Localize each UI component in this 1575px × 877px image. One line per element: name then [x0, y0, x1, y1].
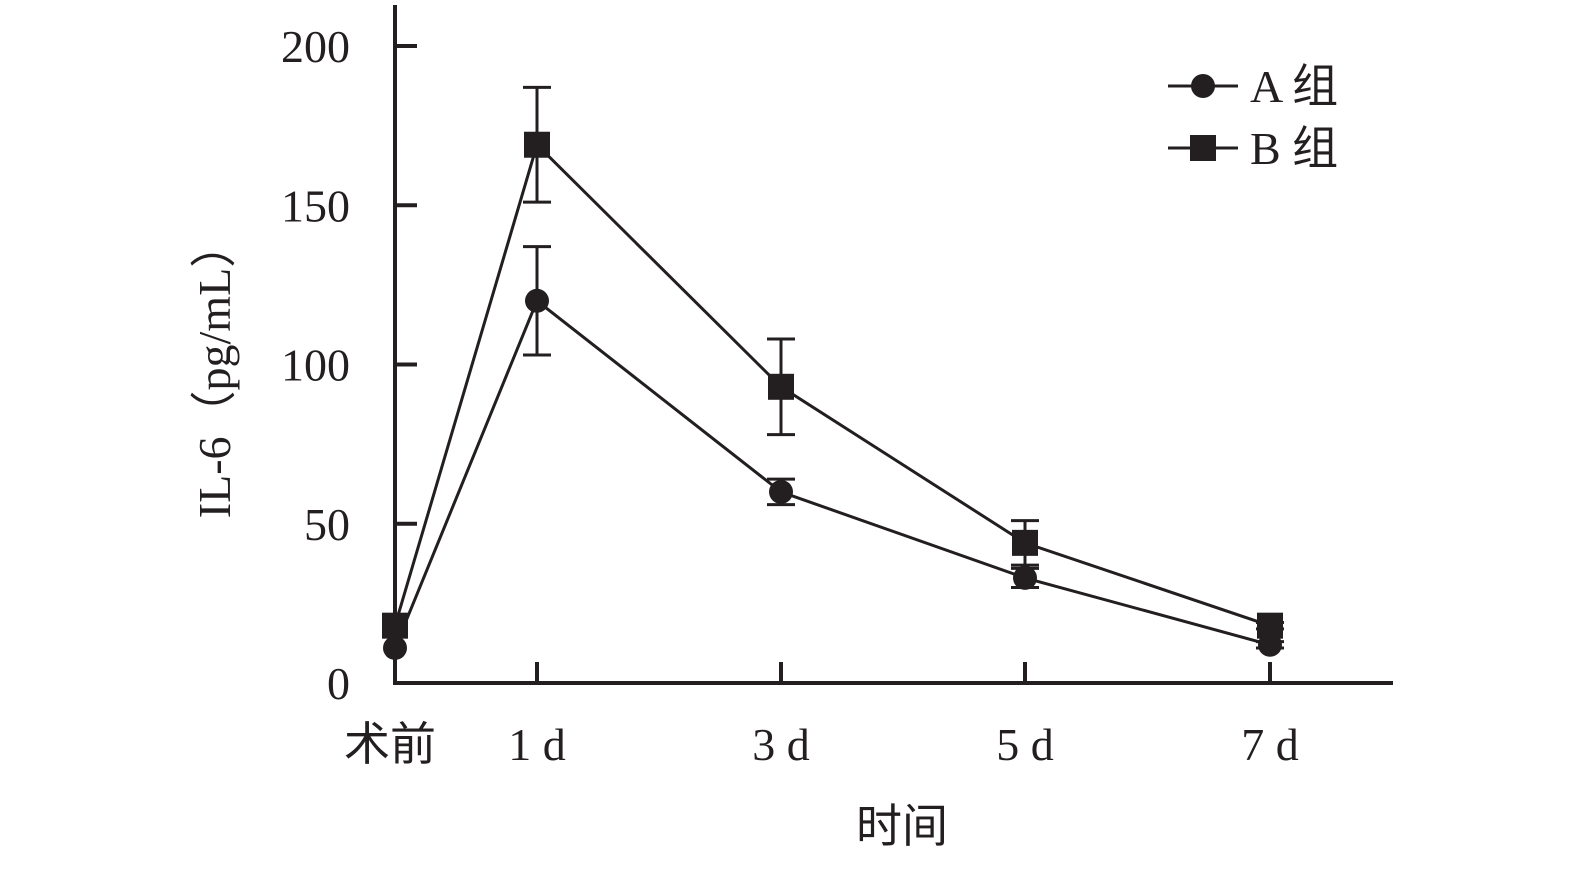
series-line	[393, 141, 1271, 628]
data-point-square	[768, 373, 794, 400]
data-point-square	[382, 612, 408, 639]
data-point-square	[1012, 529, 1038, 556]
data-point-square	[1257, 612, 1283, 639]
series-a	[383, 245, 1284, 660]
y-tick-label: 150	[281, 180, 350, 231]
legend-marker-square	[1190, 135, 1216, 161]
x-tick-label: 1 d	[508, 719, 566, 770]
legend-item: B 组	[1168, 123, 1338, 174]
legend: A 组 B 组	[1168, 61, 1338, 174]
y-axis-title: IL-6（pg/mL）	[189, 222, 240, 518]
y-tick-label: 0	[327, 658, 350, 709]
x-tick-label: 7 d	[1241, 719, 1299, 770]
y-tick-label: 50	[304, 499, 350, 550]
data-point-square	[524, 131, 550, 158]
legend-marker-circle	[1191, 74, 1215, 98]
x-tick-label: 3 d	[752, 719, 810, 770]
legend-label: B 组	[1250, 123, 1338, 174]
series	[382, 85, 1284, 660]
x-tick-label: 5 d	[996, 719, 1054, 770]
x-tick-label: 术前	[344, 719, 436, 770]
y-tick-label: 100	[281, 340, 350, 391]
y-tick-label: 200	[281, 21, 350, 72]
series-line	[393, 298, 1271, 649]
data-point-circle	[769, 479, 793, 504]
data-point-circle	[525, 288, 549, 313]
data-point-circle	[383, 635, 407, 660]
ticks: 0 50 100 150 200 术前 1 d 3 d 5 d 7 d	[281, 21, 1299, 770]
x-axis-title: 时间	[856, 801, 948, 852]
data-point-circle	[1258, 632, 1282, 657]
axes	[393, 5, 1393, 685]
legend-item: A 组	[1168, 61, 1338, 112]
series-b	[382, 85, 1284, 639]
data-point-circle	[1013, 565, 1037, 590]
legend-label: A 组	[1250, 61, 1338, 112]
